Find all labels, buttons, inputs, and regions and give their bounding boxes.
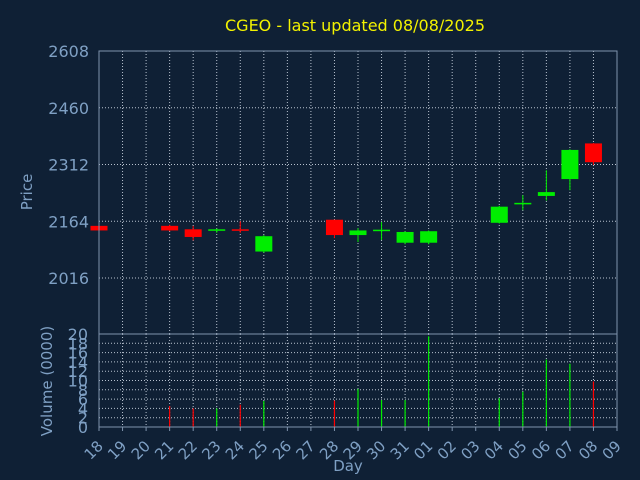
volume-tick-label: 8 <box>78 381 88 400</box>
candle <box>537 170 555 201</box>
volume-tick-label: 12 <box>68 362 88 381</box>
volume-tick-label: 14 <box>68 353 88 372</box>
candle <box>490 205 508 224</box>
candle <box>184 225 202 241</box>
volume-tick-label: 0 <box>78 418 88 437</box>
candle <box>514 195 532 211</box>
candle <box>420 230 438 245</box>
volume-tick-label: 6 <box>78 390 88 409</box>
price-tick-label: 2164 <box>48 212 89 231</box>
candle-body <box>561 149 579 180</box>
volume-tick-label: 2 <box>78 409 88 428</box>
candle-body <box>325 219 343 236</box>
price-panel: 2016 2164 2312 2460 2608 <box>48 42 618 335</box>
candle <box>584 143 602 165</box>
candle-body <box>349 230 367 236</box>
candle <box>561 149 579 191</box>
candle-body <box>373 229 391 232</box>
price-tick-label: 2312 <box>48 156 89 175</box>
volume-tick-label: 10 <box>68 372 88 391</box>
volume-axis-label: Volume (0000) <box>38 326 56 436</box>
candle-body <box>231 229 249 231</box>
volume-tick-label: 16 <box>68 344 88 363</box>
candle <box>396 231 414 245</box>
volume-tick-label: 20 <box>68 325 88 344</box>
candle <box>349 228 367 242</box>
price-axis-label: Price <box>18 174 36 211</box>
candle-body <box>420 231 438 243</box>
candle <box>208 228 226 233</box>
candle-body <box>184 229 202 237</box>
candle-body <box>537 192 555 196</box>
candle-body <box>490 206 508 223</box>
price-tick-label: 2608 <box>48 42 89 61</box>
candle-body <box>161 225 179 231</box>
candle <box>325 219 343 239</box>
candle-body <box>514 202 532 205</box>
x-axis-label: Day <box>333 457 363 475</box>
price-tick-label: 2460 <box>48 99 89 118</box>
candle-body <box>584 143 602 163</box>
candle-body <box>255 236 273 252</box>
price-tick-label: 2016 <box>48 269 89 288</box>
candle <box>231 221 249 233</box>
candle-body <box>396 231 414 243</box>
volume-tick-label: 4 <box>78 399 88 418</box>
chart-title: CGEO - last updated 08/08/2025 <box>225 16 485 35</box>
volume-tick-label: 18 <box>68 334 88 353</box>
candle <box>255 235 273 253</box>
candle <box>373 222 391 241</box>
candle-body <box>208 229 226 231</box>
candle <box>161 224 179 232</box>
